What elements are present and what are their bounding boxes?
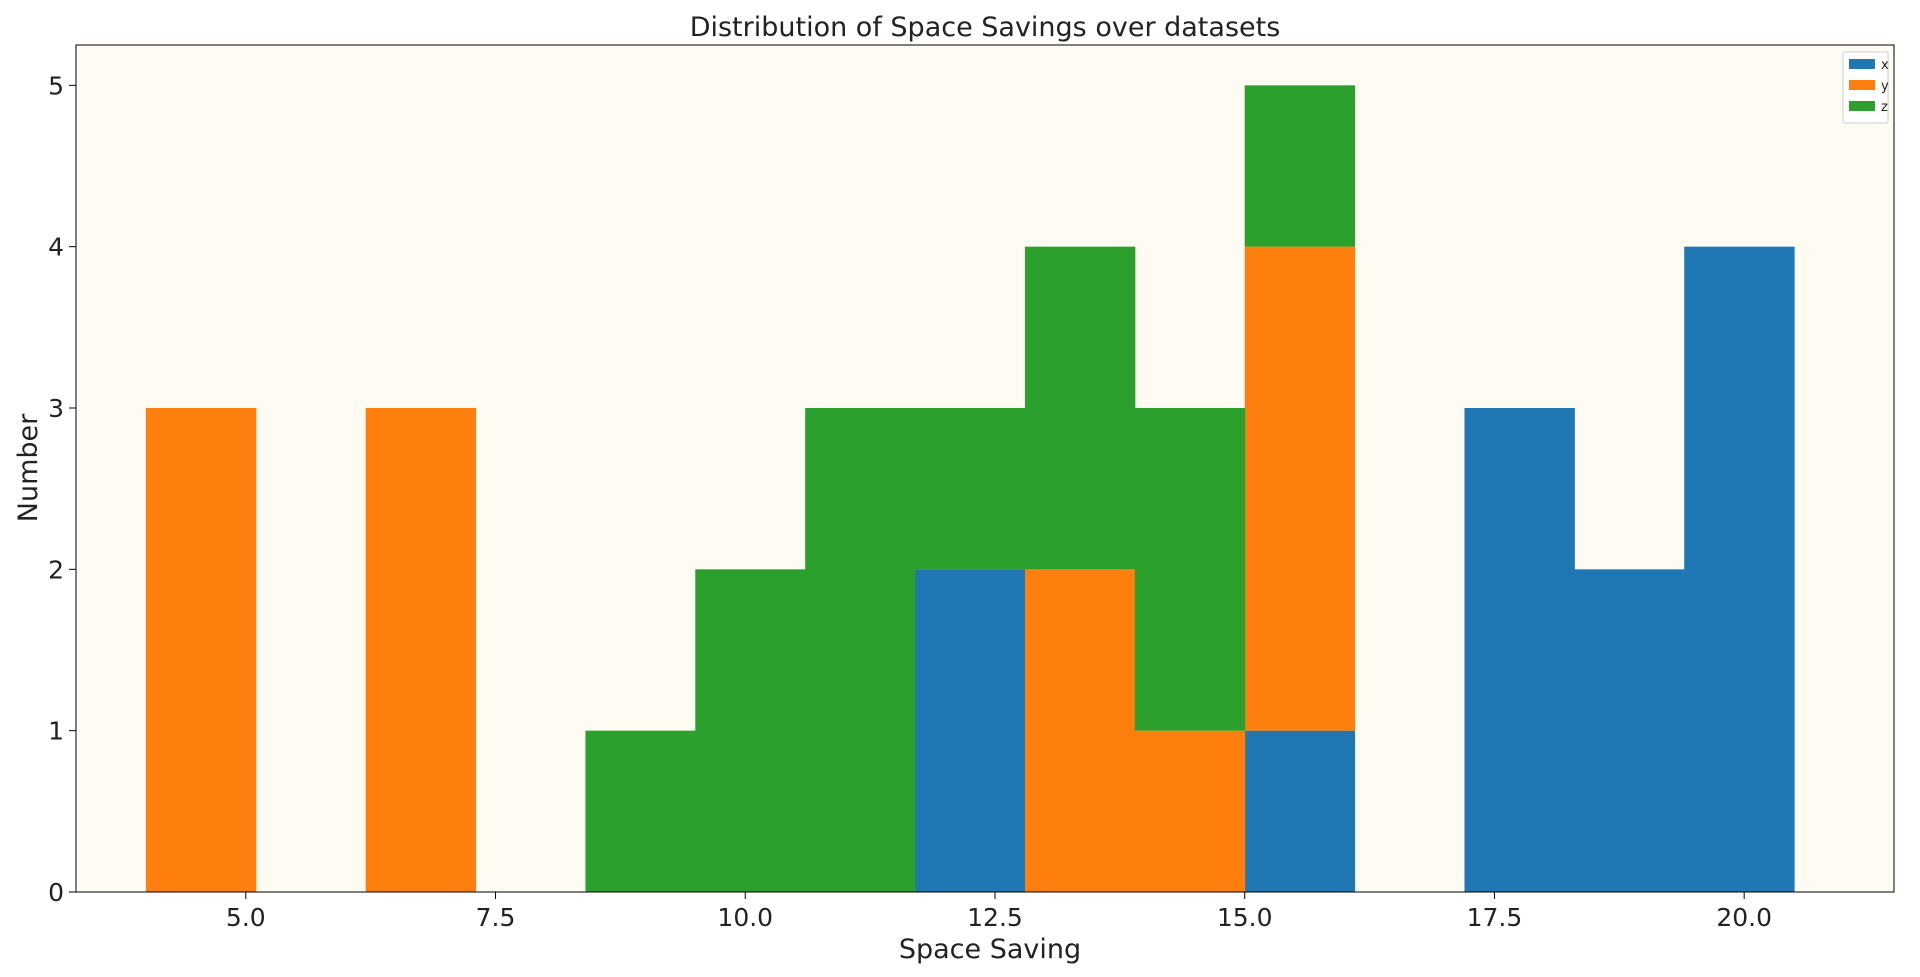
bar-z-bin-8 <box>1024 246 1136 570</box>
x-tick-label: 10.0 <box>717 903 773 932</box>
y-tick-label: 3 <box>48 394 64 423</box>
bar-z-bin-5 <box>695 569 806 892</box>
legend-label-x: x <box>1881 58 1889 73</box>
legend: xyz <box>1842 51 1889 124</box>
bar-z-bin-6 <box>805 408 916 892</box>
bar-z-bin-7 <box>915 408 1026 570</box>
bar-y-bin-0 <box>145 408 257 892</box>
x-tick-label: 5.0 <box>226 903 266 932</box>
bar-x-bin-14 <box>1684 246 1795 892</box>
bars-layer <box>145 85 1795 892</box>
bar-x-bin-13 <box>1574 569 1685 892</box>
x-axis-label: Space Saving <box>899 934 1081 965</box>
x-axis: 5.0 7.5 10.0 12.5 15.0 17.5 20.0 <box>226 892 1772 932</box>
legend-swatch-z <box>1849 101 1875 111</box>
y-axis: 0 1 2 3 4 5 <box>48 71 76 907</box>
y-tick-label: 4 <box>48 233 64 262</box>
bar-x-bin-10 <box>1244 730 1356 892</box>
chart-title: Distribution of Space Savings over datas… <box>690 12 1281 43</box>
y-axis-label: Number <box>13 413 44 522</box>
legend-label-y: y <box>1881 79 1889 94</box>
bar-z-bin-4 <box>585 730 696 892</box>
legend-swatch-x <box>1849 59 1875 69</box>
bar-y-bin-2 <box>365 408 477 892</box>
x-tick-label: 17.5 <box>1467 903 1523 932</box>
bar-x-bin-12 <box>1464 408 1575 892</box>
x-tick-label: 7.5 <box>476 903 516 932</box>
bar-x-bin-7 <box>915 569 1026 892</box>
x-tick-label: 12.5 <box>967 903 1023 932</box>
x-tick-label: 15.0 <box>1217 903 1273 932</box>
bar-z-bin-9 <box>1134 408 1246 731</box>
bar-z-bin-10 <box>1244 85 1356 247</box>
legend-swatch-y <box>1849 80 1875 90</box>
y-tick-label: 0 <box>48 878 64 907</box>
legend-label-z: z <box>1881 100 1888 115</box>
bar-y-bin-10 <box>1244 246 1356 731</box>
x-tick-label: 20.0 <box>1716 903 1772 932</box>
plot-frame <box>75 44 1895 893</box>
bar-y-bin-8 <box>1024 569 1136 892</box>
y-tick-label: 1 <box>48 717 64 746</box>
bar-y-bin-9 <box>1134 730 1246 892</box>
y-tick-label: 2 <box>48 555 64 584</box>
y-tick-label: 5 <box>48 71 64 100</box>
